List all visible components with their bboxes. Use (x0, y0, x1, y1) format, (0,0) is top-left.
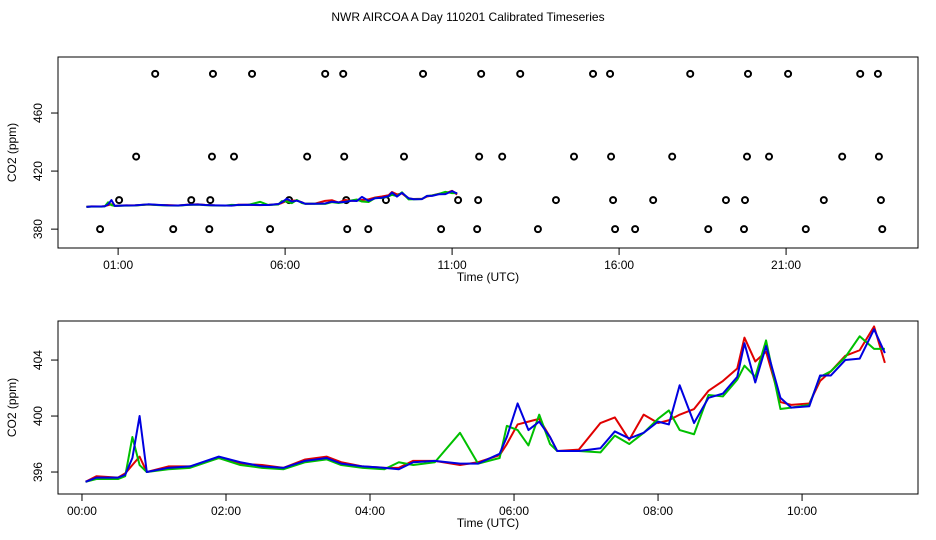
data-point (744, 69, 753, 78)
x-tick-label: 21:00 (771, 258, 801, 272)
x-tick-label: 00:00 (67, 504, 97, 518)
data-point (874, 152, 883, 161)
data-point (132, 152, 141, 161)
data-point (96, 225, 105, 234)
x-tick-label: 16:00 (604, 258, 634, 272)
data-point (339, 69, 348, 78)
y-tick-label: 420 (31, 161, 45, 181)
data-point (207, 152, 216, 161)
x-tick-label: 08:00 (643, 504, 673, 518)
data-point (878, 225, 887, 234)
data-point (721, 196, 730, 205)
data-point (437, 225, 446, 234)
data-point (343, 225, 352, 234)
data-point (765, 152, 774, 161)
x-tick-label: 04:00 (355, 504, 385, 518)
y-tick-label: 396 (31, 462, 45, 482)
data-point (631, 225, 640, 234)
data-point (321, 69, 330, 78)
x-axis-label: Time (UTC) (457, 516, 519, 530)
x-axis-label: Time (UTC) (457, 270, 519, 284)
data-point (873, 69, 882, 78)
data-point (704, 225, 713, 234)
x-tick-label: 06:00 (270, 258, 300, 272)
data-point (303, 152, 312, 161)
data-point (498, 152, 507, 161)
series-line (86, 190, 458, 208)
data-point (533, 225, 542, 234)
y-tick-label: 404 (31, 350, 45, 370)
y-tick-label: 460 (31, 103, 45, 123)
data-point (649, 196, 658, 205)
data-point (340, 152, 349, 161)
data-point (740, 196, 749, 205)
data-point (570, 152, 578, 161)
data-point (607, 152, 616, 161)
x-tick-label: 11:00 (438, 258, 467, 272)
data-point (686, 69, 695, 78)
data-point (206, 196, 215, 205)
data-point (516, 69, 525, 78)
data-point (609, 196, 618, 205)
data-point (606, 69, 615, 78)
data-point (205, 225, 214, 234)
data-point (551, 196, 560, 205)
data-point (364, 225, 373, 234)
x-tick-label: 10:00 (787, 504, 817, 518)
data-point (248, 69, 257, 78)
data-point (187, 196, 196, 205)
data-point (743, 152, 752, 161)
data-point (611, 225, 620, 234)
data-point (400, 152, 409, 161)
data-point (856, 69, 865, 78)
x-tick-label: 06:00 (499, 504, 529, 518)
y-tick-label: 380 (31, 219, 45, 239)
x-tick-label: 02:00 (211, 504, 241, 518)
data-point (477, 69, 486, 78)
data-point (739, 225, 748, 234)
x-tick-label: 01:00 (103, 258, 133, 272)
data-point (474, 196, 483, 205)
data-point (589, 69, 598, 78)
y-tick-label: 400 (31, 406, 45, 426)
series-line (85, 328, 886, 483)
data-point (230, 152, 239, 161)
data-point (169, 225, 178, 234)
data-point (801, 225, 810, 234)
data-point (473, 225, 482, 234)
data-point (838, 152, 847, 161)
data-point (208, 69, 217, 78)
data-point (266, 225, 275, 234)
data-point (784, 69, 793, 78)
data-point (876, 196, 885, 205)
data-point (475, 152, 484, 161)
y-axis-label: CO2 (ppm) (5, 378, 19, 437)
data-point (419, 69, 428, 78)
plot-frame (57, 56, 919, 249)
data-point (454, 196, 463, 205)
y-axis-label: CO2 (ppm) (5, 123, 19, 182)
data-point (668, 152, 677, 161)
page-title: NWR AIRCOA A Day 110201 Calibrated Times… (331, 10, 604, 24)
data-point (819, 196, 828, 205)
data-point (115, 196, 124, 205)
data-point (151, 69, 160, 78)
